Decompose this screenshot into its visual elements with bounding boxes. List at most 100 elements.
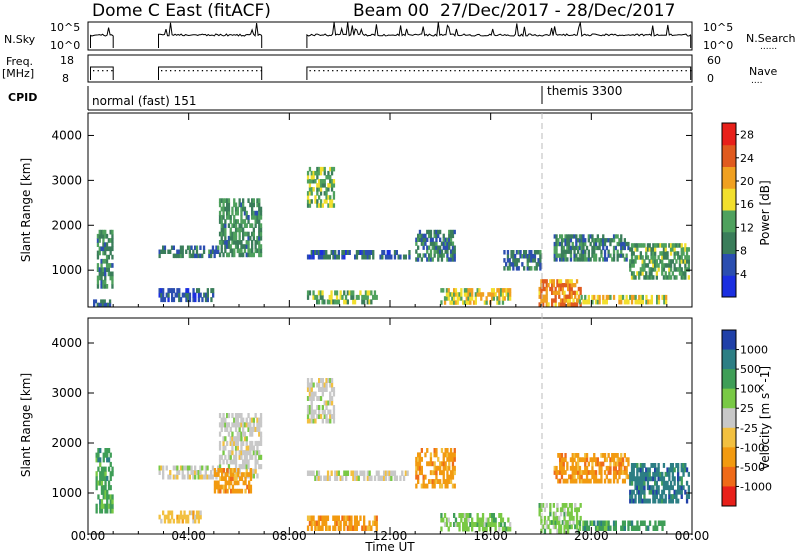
data-cell	[100, 233, 103, 239]
data-cell	[105, 246, 109, 252]
data-cell	[483, 300, 486, 305]
data-cell	[176, 249, 179, 254]
data-cell	[652, 243, 655, 248]
data-cell	[234, 454, 238, 460]
data-cell	[618, 299, 621, 305]
data-cell	[574, 524, 577, 530]
data-cell	[109, 275, 112, 281]
nave-dot	[161, 70, 163, 72]
data-cell	[671, 498, 674, 504]
data-cell	[661, 259, 664, 264]
data-cell	[181, 465, 184, 471]
data-cell	[210, 249, 213, 254]
data-cell	[465, 513, 468, 518]
data-cell	[111, 229, 114, 235]
data-cell	[259, 413, 263, 419]
data-cell	[242, 227, 245, 233]
data-cell	[426, 483, 429, 489]
data-cell	[621, 470, 625, 475]
data-cell	[368, 290, 371, 296]
data-cell	[254, 223, 257, 228]
data-cell	[325, 525, 328, 531]
data-cell	[678, 263, 682, 268]
data-cell	[235, 472, 238, 477]
data-cell	[370, 290, 373, 296]
data-cell	[641, 467, 644, 473]
data-cell	[564, 453, 567, 458]
beam-label: Beam 00	[353, 1, 429, 21]
data-cell	[657, 485, 660, 491]
data-cell	[259, 215, 263, 220]
data-cell	[596, 525, 599, 531]
data-cell	[169, 249, 172, 254]
data-cell	[462, 522, 465, 527]
data-cell	[323, 515, 326, 521]
data-cell	[636, 271, 639, 276]
data-cell	[636, 476, 639, 482]
data-cell	[96, 302, 99, 307]
data-cell	[662, 275, 666, 280]
data-cell	[596, 234, 599, 239]
data-cell	[449, 448, 453, 453]
data-cell	[306, 175, 310, 180]
data-cell	[190, 510, 193, 516]
data-cell	[258, 431, 261, 437]
data-cell	[618, 238, 621, 243]
data-cell	[236, 219, 239, 224]
data-cell	[327, 378, 330, 383]
data-cell	[629, 489, 632, 495]
data-cell	[594, 245, 598, 251]
data-cell	[344, 515, 348, 521]
data-cell	[345, 475, 348, 481]
data-cell	[165, 465, 168, 471]
data-cell	[666, 251, 669, 256]
data-cell	[259, 464, 263, 470]
data-cell	[671, 467, 674, 473]
data-cell	[306, 294, 310, 300]
power-colorbar-swatch	[722, 144, 736, 167]
data-cell	[685, 267, 689, 272]
data-cell	[575, 528, 579, 534]
data-cell	[514, 262, 517, 267]
data-cell	[507, 526, 510, 532]
data-cell	[678, 243, 682, 248]
data-cell	[226, 426, 229, 432]
data-cell	[420, 237, 423, 242]
data-cell	[662, 485, 666, 491]
data-cell	[343, 525, 346, 531]
data-cell	[584, 253, 587, 258]
data-cell	[680, 251, 683, 256]
data-cell	[323, 254, 326, 260]
data-cell	[600, 238, 603, 243]
data-cell	[506, 258, 510, 263]
data-cell	[252, 450, 255, 456]
data-cell	[240, 244, 243, 249]
data-cell	[355, 520, 358, 526]
data-cell	[673, 489, 676, 495]
nave-dot	[440, 70, 443, 72]
data-cell	[229, 219, 232, 224]
data-cell	[306, 405, 310, 410]
data-cell	[348, 290, 351, 296]
data-cell	[589, 457, 592, 463]
data-cell	[623, 238, 626, 243]
data-cell	[312, 418, 315, 424]
data-cell	[325, 475, 328, 481]
data-cell	[630, 263, 634, 268]
data-cell	[469, 300, 472, 305]
data-cell	[259, 248, 263, 254]
data-cell	[563, 528, 566, 534]
data-cell	[568, 520, 572, 525]
data-cell	[420, 257, 423, 262]
data-cell	[501, 288, 505, 293]
data-cell	[188, 474, 191, 480]
data-cell	[657, 471, 660, 477]
data-cell	[321, 254, 324, 260]
data-cell	[104, 267, 107, 272]
data-cell	[559, 298, 563, 303]
data-cell	[224, 244, 227, 249]
data-cell	[195, 514, 199, 520]
data-cell	[571, 461, 574, 467]
data-cell	[183, 514, 186, 520]
data-cell	[220, 426, 223, 432]
